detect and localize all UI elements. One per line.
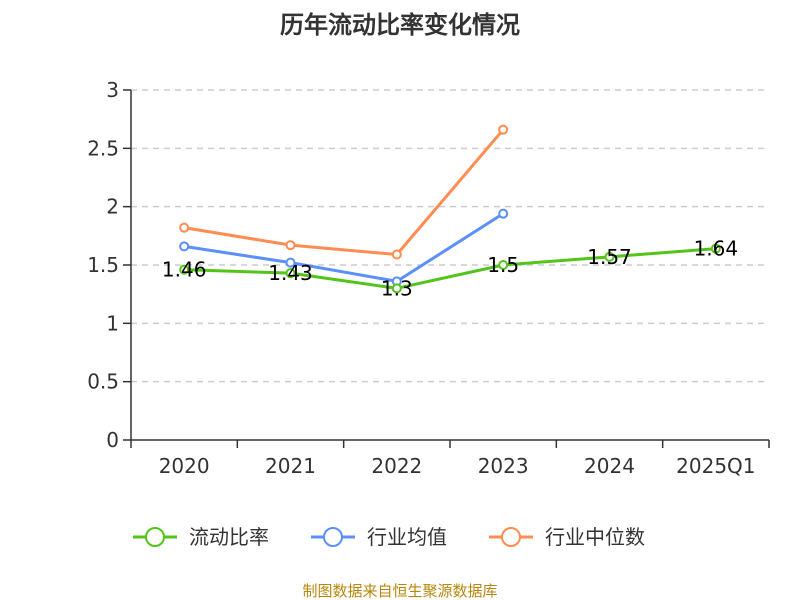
legend-marker-icon <box>501 527 521 547</box>
data-point <box>498 208 509 219</box>
data-point <box>179 264 190 275</box>
data-point <box>179 222 190 233</box>
legend-marker-icon <box>323 527 343 547</box>
source-note: 制图数据来自恒生聚源数据库 <box>302 582 497 600</box>
series-lines <box>179 124 721 294</box>
x-tick-label: 2020 <box>159 454 210 478</box>
data-label: 1.5 <box>487 253 519 277</box>
x-tick-label: 2021 <box>265 454 316 478</box>
data-point <box>604 251 615 262</box>
data-point <box>498 124 509 135</box>
data-point <box>179 241 190 252</box>
legend-item[interactable]: 流动比率 <box>133 525 269 549</box>
data-point <box>391 249 402 260</box>
legend-marker-icon <box>145 527 165 547</box>
data-point <box>285 240 296 251</box>
x-tick-label: 2023 <box>478 454 529 478</box>
legend-item[interactable]: 行业均值 <box>311 525 447 549</box>
grid-lines <box>131 89 769 383</box>
y-tick-label: 1.5 <box>87 253 119 277</box>
legend-label: 行业均值 <box>367 525 447 549</box>
data-label: 1.64 <box>694 237 739 261</box>
legend[interactable]: 流动比率 行业均值 行业中位数 <box>133 525 645 549</box>
chart-title: 历年流动比率变化情况 <box>280 11 520 39</box>
y-tick-label: 0.5 <box>87 370 119 394</box>
data-label: 1.3 <box>381 276 413 300</box>
data-point <box>391 283 402 294</box>
data-label: 1.43 <box>268 261 313 285</box>
data-label: 1.57 <box>587 245 632 269</box>
data-point <box>710 243 721 254</box>
legend-label: 行业中位数 <box>545 525 645 549</box>
legend-item[interactable]: 行业中位数 <box>489 525 645 549</box>
data-point <box>498 260 509 270</box>
axes: 0 0.5 1 1.5 2 2.5 3 2020 2021 2022 2023 2024 2025Q1 <box>87 78 770 478</box>
data-point <box>285 268 296 279</box>
x-tick-label: 2024 <box>584 454 635 478</box>
y-tick-label: 2.5 <box>87 136 119 160</box>
data-labels: 1.46 1.43 1.3 1.5 1.57 1.64 <box>162 237 738 301</box>
series-line <box>183 212 504 283</box>
data-label: 1.46 <box>162 258 207 282</box>
x-tick-label: 2022 <box>371 454 422 478</box>
y-tick-label: 1 <box>106 311 119 335</box>
legend-label: 流动比率 <box>189 525 269 549</box>
y-tick-label: 2 <box>106 195 119 219</box>
series-line <box>184 247 716 290</box>
series-line <box>183 128 505 256</box>
data-point <box>285 257 296 268</box>
y-tick-label: 0 <box>106 428 119 452</box>
y-tick-label: 3 <box>106 78 119 102</box>
x-tick-label: 2025Q1 <box>676 454 755 478</box>
